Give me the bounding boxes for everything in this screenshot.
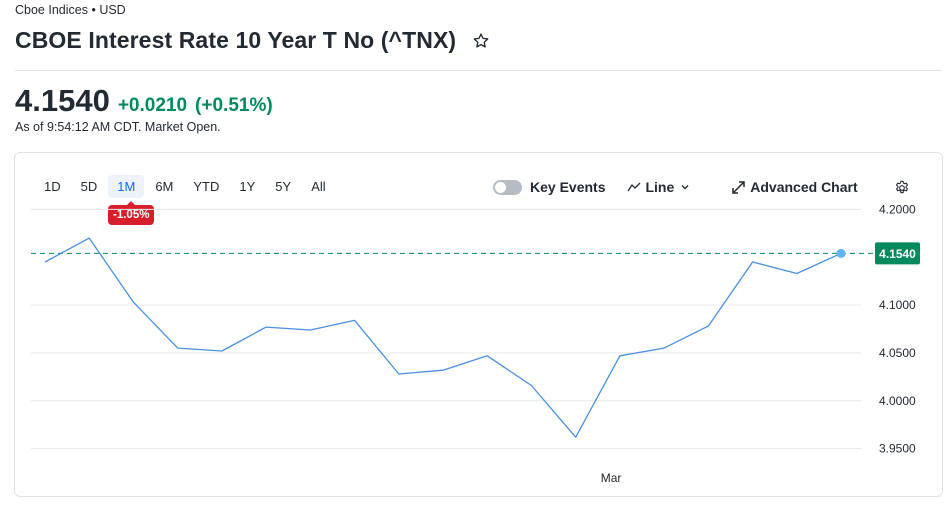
current-point [836,248,846,258]
separator-dot: • [91,3,100,17]
key-events-toggle[interactable]: Key Events [493,179,605,195]
toggle-knob [495,181,506,193]
price-change-percent: (+0.51%) [195,95,273,116]
chevron-down-icon [681,185,689,190]
range-5d[interactable]: 5D [80,179,98,194]
advanced-chart-label: Advanced Chart [750,179,858,195]
chart-type-label: Line [645,179,675,195]
exchange-name: Cboe Indices [15,3,88,17]
quote-row: 4.1540 +0.0210 (+0.51%) [15,83,273,119]
gear-icon[interactable] [894,180,910,196]
chart-card: 1D 5D 1M 6M YTD 1Y 5Y All -1.05% Key Eve… [14,152,943,497]
range-change-badge: -1.05% [108,201,155,225]
y-tick-label: 4.0500 [879,346,916,360]
price-change: +0.0210 [117,95,188,116]
current-value-badge [875,242,920,265]
as-of-timestamp: As of 9:54:12 AM CDT. Market Open. [15,120,221,134]
range-1d[interactable]: 1D [44,179,61,194]
line-chart: 4.2000 4.1000 4.0500 4.0000 3.9500 Mar 4.1540 [31,202,920,485]
chart-toolbar: Key Events Line Advanced Chart [493,179,858,195]
star-icon[interactable] [472,32,490,50]
toggle-switch[interactable] [493,179,522,195]
range-1y[interactable]: 1Y [239,179,256,194]
page-title: CBOE Interest Rate 10 Year T No (^TNX) [15,27,457,53]
chart-type-dropdown[interactable]: Line [627,179,690,195]
series-line [44,237,842,438]
range-1m[interactable]: 1M [108,175,145,198]
y-tick-label: 4.0000 [879,394,916,408]
x-tick-label: Mar [601,471,622,485]
key-events-label: Key Events [530,179,606,195]
title-row: CBOE Interest Rate 10 Year T No (^TNX) [15,27,490,54]
y-tick-label: 3.9500 [879,442,916,456]
range-all[interactable]: All [311,179,326,194]
expand-icon [732,180,746,194]
y-tick-label: 4.1000 [879,298,916,312]
current-price: 4.1540 [15,83,110,118]
advanced-chart-button[interactable]: Advanced Chart [732,179,858,195]
y-tick-label: 4.2000 [879,202,916,216]
range-5y[interactable]: 5Y [275,179,292,194]
line-chart-icon [627,182,641,192]
range-selector: 1D 5D 1M 6M YTD 1Y 5Y All [35,175,337,198]
current-value-label: 4.1540 [879,247,916,261]
currency: USD [99,3,126,17]
range-ytd[interactable]: YTD [193,179,220,194]
range-6m[interactable]: 6M [155,179,174,194]
exchange-info: Cboe Indices • USD [15,3,126,17]
header-divider [15,70,942,71]
